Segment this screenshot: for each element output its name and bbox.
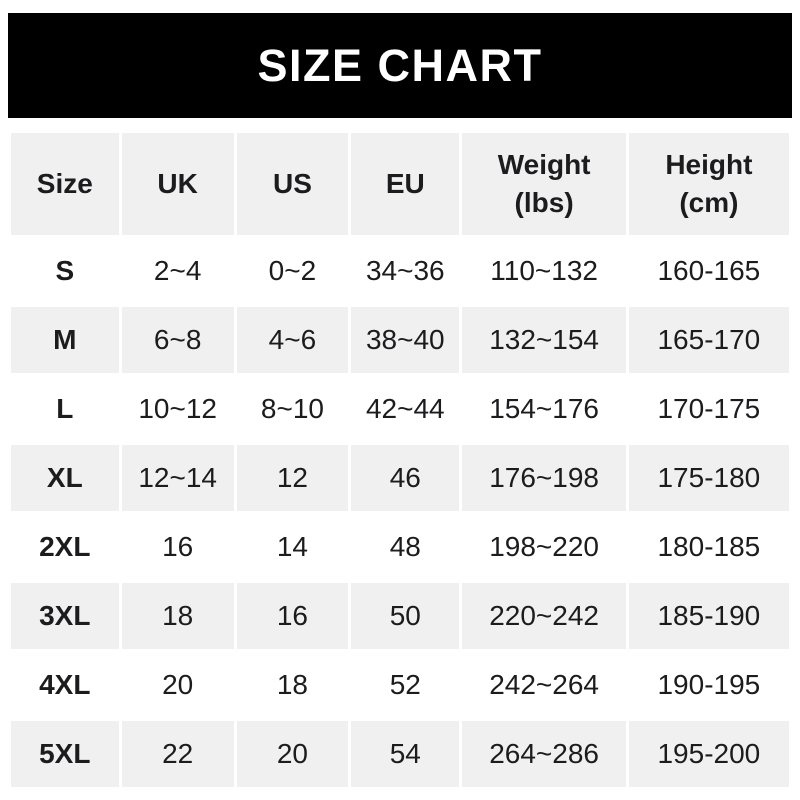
cell-size: 3XL xyxy=(11,583,119,649)
cell-us: 16 xyxy=(236,583,349,649)
cell-eu: 46 xyxy=(351,445,460,511)
cell-eu: 54 xyxy=(351,721,460,787)
cell-height: 165-170 xyxy=(628,307,789,373)
cell-uk: 10~12 xyxy=(121,376,234,442)
cell-us: 4~6 xyxy=(236,307,349,373)
cell-size: 2XL xyxy=(11,514,119,580)
cell-size: L xyxy=(11,376,119,442)
cell-height: 160-165 xyxy=(628,238,789,304)
cell-us: 20 xyxy=(236,721,349,787)
cell-weight: 242~264 xyxy=(462,652,626,718)
cell-weight: 176~198 xyxy=(462,445,626,511)
table-row-4xl: 4XL 20 18 52 242~264 190-195 xyxy=(11,652,789,718)
header-uk: UK xyxy=(121,133,234,235)
cell-us: 12 xyxy=(236,445,349,511)
table-row-l: L 10~12 8~10 42~44 154~176 170-175 xyxy=(11,376,789,442)
page-title: SIZE CHART xyxy=(257,40,543,91)
cell-height: 175-180 xyxy=(628,445,789,511)
table-row-3xl: 3XL 18 16 50 220~242 185-190 xyxy=(11,583,789,649)
cell-eu: 52 xyxy=(351,652,460,718)
cell-us: 18 xyxy=(236,652,349,718)
cell-weight: 220~242 xyxy=(462,583,626,649)
cell-size: 4XL xyxy=(11,652,119,718)
table-row-5xl: 5XL 22 20 54 264~286 195-200 xyxy=(11,721,789,787)
cell-eu: 48 xyxy=(351,514,460,580)
size-chart-table: Size UK US EU Weight (lbs) Height (cm) S… xyxy=(8,130,792,790)
header-us: US xyxy=(236,133,349,235)
cell-uk: 16 xyxy=(121,514,234,580)
table-row-s: S 2~4 0~2 34~36 110~132 160-165 xyxy=(11,238,789,304)
cell-weight: 154~176 xyxy=(462,376,626,442)
cell-weight: 198~220 xyxy=(462,514,626,580)
cell-height: 185-190 xyxy=(628,583,789,649)
cell-uk: 18 xyxy=(121,583,234,649)
cell-us: 0~2 xyxy=(236,238,349,304)
cell-size: M xyxy=(11,307,119,373)
cell-us: 14 xyxy=(236,514,349,580)
cell-height: 195-200 xyxy=(628,721,789,787)
header-weight-lbs: Weight (lbs) xyxy=(462,133,626,235)
cell-size: S xyxy=(11,238,119,304)
cell-uk: 2~4 xyxy=(121,238,234,304)
cell-uk: 22 xyxy=(121,721,234,787)
cell-uk: 6~8 xyxy=(121,307,234,373)
cell-eu: 42~44 xyxy=(351,376,460,442)
header-height-cm: Height (cm) xyxy=(628,133,789,235)
table-row-m: M 6~8 4~6 38~40 132~154 165-170 xyxy=(11,307,789,373)
cell-uk: 20 xyxy=(121,652,234,718)
title-banner: SIZE CHART xyxy=(8,13,792,118)
cell-eu: 34~36 xyxy=(351,238,460,304)
cell-weight: 264~286 xyxy=(462,721,626,787)
cell-height: 180-185 xyxy=(628,514,789,580)
header-row: Size UK US EU Weight (lbs) Height (cm) xyxy=(11,133,789,235)
cell-us: 8~10 xyxy=(236,376,349,442)
cell-height: 170-175 xyxy=(628,376,789,442)
cell-eu: 38~40 xyxy=(351,307,460,373)
table-row-2xl: 2XL 16 14 48 198~220 180-185 xyxy=(11,514,789,580)
cell-size: 5XL xyxy=(11,721,119,787)
cell-weight: 110~132 xyxy=(462,238,626,304)
cell-uk: 12~14 xyxy=(121,445,234,511)
cell-size: XL xyxy=(11,445,119,511)
cell-weight: 132~154 xyxy=(462,307,626,373)
header-eu: EU xyxy=(351,133,460,235)
header-size: Size xyxy=(11,133,119,235)
cell-height: 190-195 xyxy=(628,652,789,718)
cell-eu: 50 xyxy=(351,583,460,649)
table-row-xl: XL 12~14 12 46 176~198 175-180 xyxy=(11,445,789,511)
